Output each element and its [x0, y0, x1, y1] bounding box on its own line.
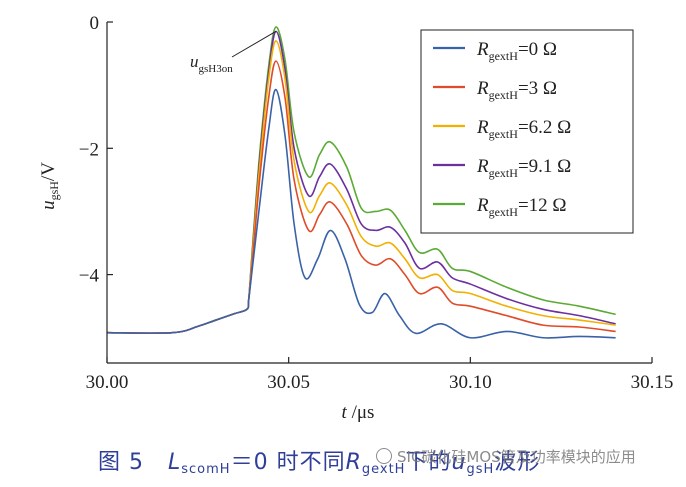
- annotation-label: ugsH3on: [190, 52, 233, 75]
- caption-r-sub: gextH: [361, 462, 406, 477]
- series-line-RgextH-0-: [106, 88, 616, 339]
- caption-u-var: u: [451, 450, 467, 475]
- x-tick-label: 30.15: [631, 372, 674, 393]
- watermark: SIC碳化硅MOS管及功率模块的应用: [376, 446, 636, 467]
- legend-label: RgextH=9.1 Ω: [476, 156, 571, 180]
- y-tick-label: −2: [79, 139, 99, 160]
- legend-box: [420, 29, 634, 234]
- figure-caption: 图 5 LscomH＝0 时不同RgextH下的ugsH波形: [98, 444, 540, 477]
- caption-l-sub: scomH: [181, 462, 231, 477]
- caption-text2: 下的: [405, 450, 452, 475]
- plot-area: [106, 26, 616, 339]
- wechat-icon: [376, 448, 392, 464]
- caption-text3: 波形: [494, 450, 541, 475]
- caption-text1: ＝0 时不同: [230, 450, 346, 475]
- y-tick-label: 0: [90, 13, 100, 34]
- x-axis-title: t /μs: [342, 402, 375, 423]
- x-tick-label: 30.00: [86, 372, 129, 393]
- caption-u-sub: gsH: [466, 462, 495, 477]
- y-tick-label: −4: [79, 266, 100, 287]
- legend-label: RgextH=12 Ω: [476, 195, 567, 219]
- watermark-text: SIC碳化硅MOS管及功率模块的应用: [397, 448, 636, 466]
- chart: 30.00 30.05 30.10 30.15 0 −2 −4 t /μs ugsH/V u…: [38, 13, 674, 423]
- x-tick-label: 30.10: [449, 372, 492, 393]
- legend-label: RgextH=3 Ω: [476, 78, 557, 102]
- annotation-leader-line: [231, 30, 277, 58]
- legend: RgextH=0 Ω RgextH=3 Ω RgextH=6.2 Ω RgextH=9…: [420, 29, 634, 234]
- caption-r-var: R: [345, 450, 362, 475]
- caption-fig-number: 图 5: [98, 450, 144, 475]
- axes: 30.00 30.05 30.10 30.15 0 −2 −4: [79, 13, 674, 393]
- caption-l-var: L: [167, 450, 182, 475]
- x-tick-label: 30.05: [267, 372, 310, 393]
- y-axis-title: ugsH/V: [38, 162, 61, 210]
- legend-label: RgextH=6.2 Ω: [476, 117, 571, 141]
- legend-label: RgextH=0 Ω: [476, 39, 557, 63]
